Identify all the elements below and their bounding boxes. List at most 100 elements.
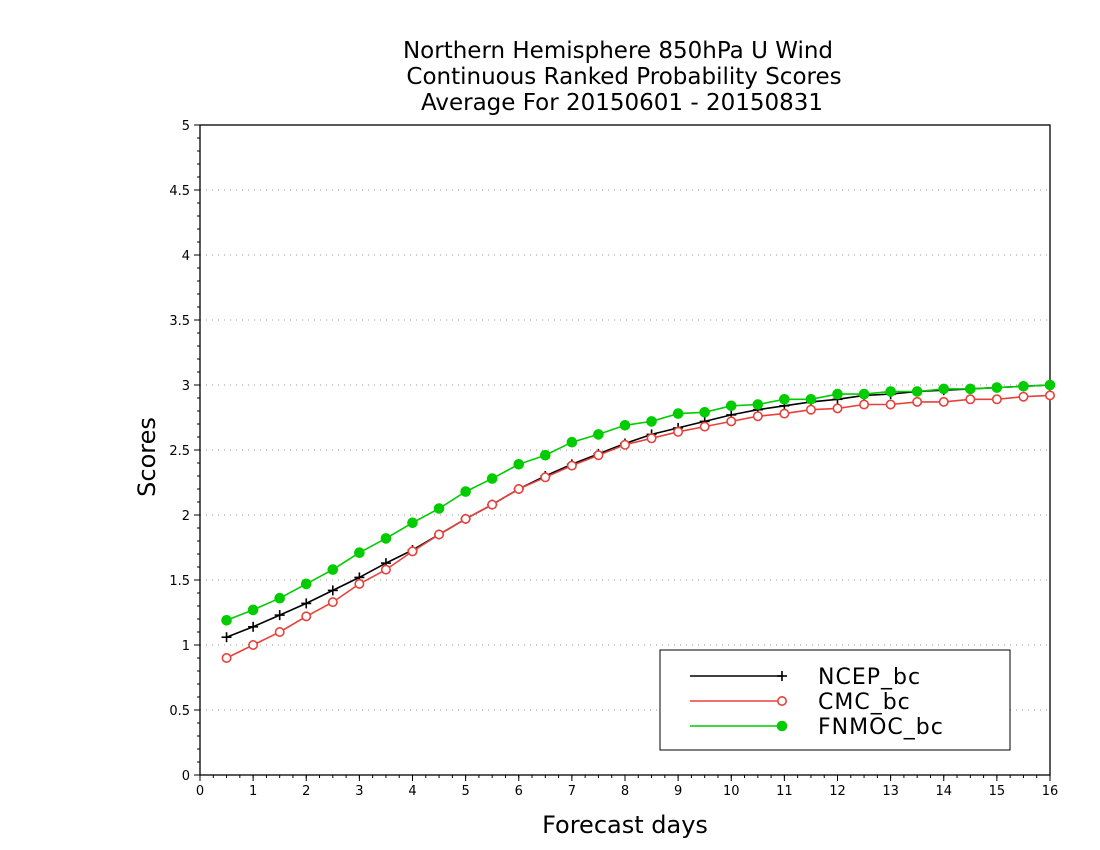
data-point-CMC_bc <box>779 408 790 419</box>
y-tick-label: 2.5 <box>169 444 190 459</box>
x-tick-label: 3 <box>355 784 363 799</box>
data-point-NCEP_bc <box>301 598 312 609</box>
data-point-FNMOC_bc <box>566 436 578 448</box>
legend-label: CMC_bc <box>818 690 911 715</box>
data-point-FNMOC_bc <box>380 533 392 544</box>
data-point-FNMOC_bc <box>699 407 710 418</box>
data-point-CMC_bc <box>965 394 976 405</box>
y-tick-label: 2 <box>182 509 190 524</box>
data-point-FNMOC_bc <box>327 564 339 575</box>
data-point-FNMOC_bc <box>991 382 1003 393</box>
series-line-CMC_bc <box>226 394 1051 659</box>
grid <box>200 124 1050 711</box>
data-point-CMC_bc <box>460 513 471 524</box>
data-point-FNMOC_bc <box>725 400 737 412</box>
axes: 00.511.522.533.544.550 1 2 3 4 5 6 7 8 9 10 11 12 13 1… <box>169 119 1058 799</box>
data-point-FNMOC_bc <box>911 386 923 397</box>
x-tick-label: 6 <box>515 784 523 799</box>
data-point-CMC_bc <box>566 460 577 471</box>
data-point-FNMOC_bc <box>221 615 232 626</box>
legend-item-NCEP_bc: NCEP_bc <box>690 665 920 690</box>
data-point-FNMOC_bc <box>593 429 604 440</box>
x-tick-label: 12 <box>829 784 846 799</box>
data-point-CMC_bc <box>1018 391 1029 402</box>
data-point-FNMOC_bc <box>938 383 950 395</box>
legend-marker <box>776 720 788 732</box>
x-tick-label: 2 <box>302 784 310 799</box>
data-point-FNMOC_bc <box>460 486 471 497</box>
data-point-FNMOC_bc <box>1044 379 1056 391</box>
x-tick-label: 10 <box>723 784 740 799</box>
y-axis-title: Scores <box>133 417 161 497</box>
data-point-FNMOC_bc <box>858 388 870 400</box>
data-point-FNMOC_bc <box>300 578 312 590</box>
data-point-CMC_bc <box>699 421 710 432</box>
data-point-CMC_bc <box>752 411 763 422</box>
data-point-CMC_bc <box>938 396 949 407</box>
legend-item-CMC_bc: CMC_bc <box>690 690 911 715</box>
chart-title-line-2: Continuous Ranked Probability Scores <box>406 64 841 90</box>
data-point-CMC_bc <box>593 450 604 461</box>
data-point-CMC_bc <box>407 546 418 557</box>
x-tick-label: 7 <box>568 784 576 799</box>
data-point-CMC_bc <box>354 578 365 589</box>
y-tick-label: 1 <box>182 639 190 654</box>
data-point-CMC_bc <box>221 652 232 663</box>
data-point-FNMOC_bc <box>752 399 764 410</box>
x-tick-label: 8 <box>621 784 629 799</box>
y-tick-label: 3.5 <box>169 314 190 329</box>
data-point-FNMOC_bc <box>672 408 684 419</box>
data-point-NCEP_bc <box>327 585 338 596</box>
data-point-CMC_bc <box>301 611 312 622</box>
data-point-FNMOC_bc <box>486 473 498 484</box>
data-point-CMC_bc <box>540 472 551 483</box>
data-point-CMC_bc <box>434 529 445 540</box>
legend-marker <box>776 695 787 706</box>
series-FNMOC_bc <box>221 379 1056 626</box>
x-tick-label: 5 <box>461 784 469 799</box>
data-point-CMC_bc <box>832 403 843 414</box>
x-tick-label: 13 <box>882 784 899 799</box>
data-point-CMC_bc <box>859 399 870 410</box>
y-tick-label: 0.5 <box>169 704 190 719</box>
chart-title-line-1: Northern Hemisphere 850hPa U Wind <box>403 38 833 64</box>
data-point-CMC_bc <box>274 626 285 637</box>
data-point-FNMOC_bc <box>885 386 896 397</box>
data-point-CMC_bc <box>619 439 630 450</box>
series-CMC_bc <box>221 390 1056 663</box>
data-point-CMC_bc <box>513 483 524 494</box>
y-tick-label: 5 <box>182 119 190 134</box>
legend-box <box>659 649 1011 751</box>
data-point-FNMOC_bc <box>407 517 418 529</box>
data-point-FNMOC_bc <box>540 449 551 461</box>
data-point-FNMOC_bc <box>805 394 817 405</box>
data-point-NCEP_bc <box>221 632 232 643</box>
x-tick-label: 0 <box>196 784 204 799</box>
data-point-CMC_bc <box>726 416 737 427</box>
data-point-FNMOC_bc <box>247 604 259 616</box>
data-point-FNMOC_bc <box>433 503 445 514</box>
x-tick-label: 14 <box>935 784 952 799</box>
x-tick-label: 1 <box>249 784 257 799</box>
x-tick-label: 4 <box>408 784 416 799</box>
y-tick-label: 1.5 <box>169 574 190 589</box>
data-point-CMC_bc <box>805 404 816 415</box>
x-tick-label: 15 <box>989 784 1006 799</box>
data-point-FNMOC_bc <box>965 383 976 395</box>
data-point-FNMOC_bc <box>513 459 525 470</box>
data-point-NCEP_bc <box>274 610 285 621</box>
y-tick-label: 4 <box>182 249 190 264</box>
legend-marker <box>777 671 787 681</box>
x-tick-label: 11 <box>776 784 793 799</box>
data-point-CMC_bc <box>248 639 259 650</box>
legend-item-FNMOC_bc: FNMOC_bc <box>690 715 944 740</box>
data-point-CMC_bc <box>327 597 338 608</box>
y-tick-label: 4.5 <box>169 184 190 199</box>
data-point-FNMOC_bc <box>274 592 285 604</box>
legend-label: FNMOC_bc <box>818 715 944 740</box>
data-point-FNMOC_bc <box>1018 381 1029 392</box>
data-point-CMC_bc <box>991 394 1002 405</box>
x-tick-label: 9 <box>674 784 682 799</box>
